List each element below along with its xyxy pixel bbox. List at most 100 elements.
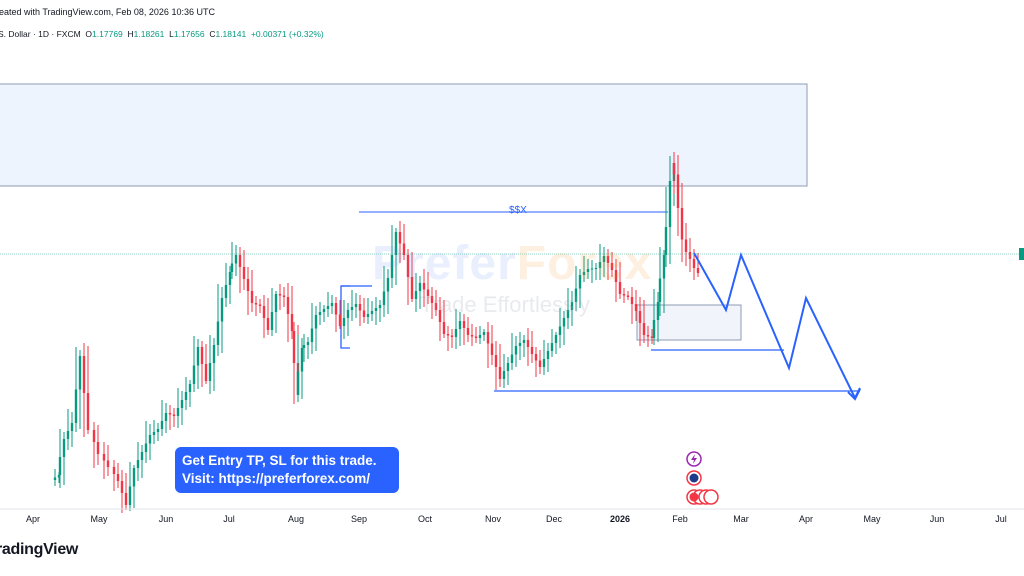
candle-body [300,348,304,372]
low-label: L [169,29,174,39]
candle-body [128,486,132,505]
candle-body [462,321,466,328]
candle-body [378,305,382,308]
time-axis-label: Feb [672,514,688,524]
candle-body [258,304,262,306]
timeframe: 1D [38,29,50,39]
candle-body [286,297,290,314]
candle-body [310,328,314,342]
time-axis-label: Apr [798,514,814,524]
supply-zone[interactable] [0,83,808,187]
candle-body [314,315,318,329]
symbol-name: S. Dollar [0,29,31,39]
candle-body [402,243,406,255]
candle-body [486,332,490,344]
candle-body [124,493,128,505]
candle-body [106,460,110,467]
candle-body [668,199,672,227]
time-axis-label: Jul [223,514,235,524]
promo-line-1: Get Entry TP, SL for this trade. [182,453,377,468]
candle-body [638,311,642,323]
candle-body [622,294,626,296]
candle-body [634,304,638,311]
candle-body [662,255,666,279]
close-value: 1.18141 [215,29,247,39]
candle-body [192,365,196,384]
promo-banner[interactable]: Get Entry TP, SL for this trade. Visit: … [175,447,399,493]
candle-body [526,340,530,347]
candle-body [334,303,338,315]
candle-body [58,457,62,475]
candle-body [626,295,630,297]
exchange: FXCM [56,29,81,39]
candlestick-series [53,152,700,513]
candle-body [70,423,74,431]
candle-body [458,321,462,329]
candle-body [680,230,684,240]
candle-body [302,345,306,348]
candle-body [370,311,374,314]
candle-body [688,255,692,259]
candle-body [326,306,330,309]
candle-body [228,272,232,285]
candle-body [82,356,86,393]
candle-body [692,263,696,268]
candle-body [534,354,538,361]
created-with-text: reated with TradingView.com, Feb 08, 202… [0,7,215,17]
high-label: H [127,29,134,39]
candle-body [204,364,208,381]
candle-body [546,351,550,359]
candle-body [66,431,70,439]
candle-body [434,303,438,310]
us-flag-event-icon-4[interactable] [703,489,719,505]
time-axis-label: Nov [484,514,502,524]
time-axis-label: Apr [25,514,41,524]
event-icons[interactable] [686,451,719,505]
candle-body [242,267,246,279]
eu-flag-icon [689,473,699,483]
last-price-tag [1019,248,1024,260]
candle-body [254,303,258,305]
candle-body [366,314,370,317]
candle-body [470,335,474,337]
candle-body [680,208,684,230]
candle-body [390,255,394,278]
candle-body [684,249,688,252]
candle-body [274,294,278,312]
candle-body [696,268,700,273]
candle-body [208,363,212,381]
candle-body [230,263,234,272]
candle-body [350,307,354,310]
low-value: 1.17656 [173,29,205,39]
candle-body [538,360,542,367]
candle-body [454,329,458,337]
candle-body [140,452,144,460]
candle-body [602,256,606,262]
candle-body [598,262,602,268]
time-axis-label: Aug [287,514,305,524]
candle-body [450,335,454,337]
candle-body [120,481,124,493]
candle-body [184,392,188,400]
candle-body [282,295,286,297]
projection-arrowhead [847,388,861,401]
us-flag-icon [689,492,699,502]
candle-body [136,460,140,468]
candle-body [374,308,378,311]
candle-body [582,272,586,275]
candle-body [606,256,610,263]
candle-body [292,331,296,363]
candle-body [386,278,390,292]
watermark-logo: PreferForex [372,237,653,290]
promo-line-2[interactable]: Visit: https://preferforex.com/ [182,471,371,486]
time-axis-label: 2026 [609,514,631,524]
candle-body [578,275,582,289]
candle-body [614,270,618,282]
candle-body [290,314,294,331]
candle-body [586,269,590,272]
candle-body [266,318,270,330]
candle-body [306,342,310,345]
symbol-ohlc-legend[interactable]: S. Dollar · 1D · FXCM O1.17769 H1.18261 … [0,29,324,39]
watermark-tagline: Trade Effortlessly [420,292,590,317]
